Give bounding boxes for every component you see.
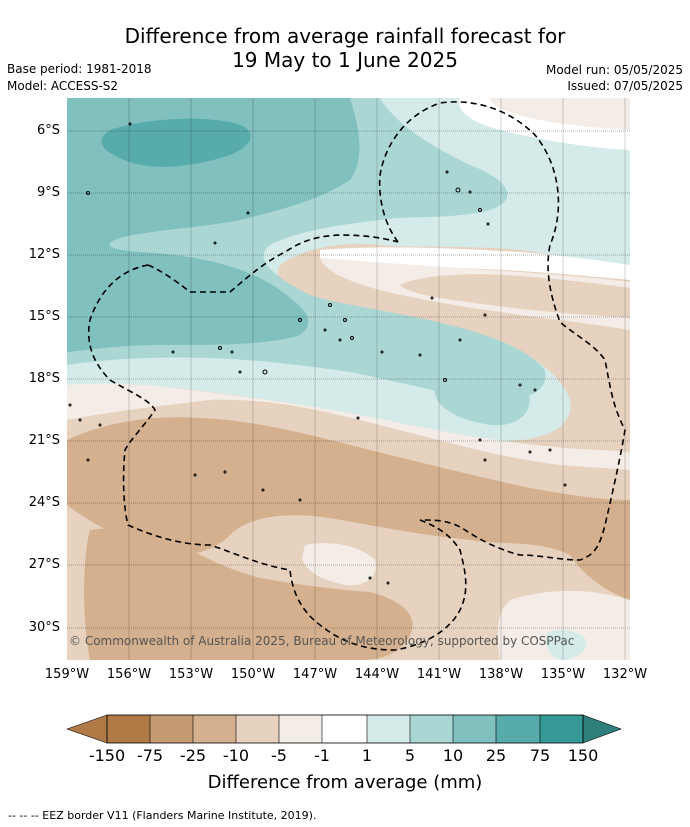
lon-label: 132°W <box>602 667 648 682</box>
lat-label: 15°S <box>28 309 60 324</box>
lat-label: 30°S <box>28 620 60 635</box>
lat-label: 12°S <box>28 247 60 262</box>
colorbar-label: -5 <box>271 746 287 765</box>
base-period: Base period: 1981-2018 <box>7 62 152 76</box>
lat-label: 9°S <box>36 185 60 200</box>
neutral-region <box>320 247 630 280</box>
neutral-region <box>490 98 630 130</box>
negative-anomaly-region <box>84 528 413 660</box>
colorbar-label: 1 <box>361 746 373 765</box>
negative-anomaly-region <box>67 417 630 600</box>
lat-label: 21°S <box>28 433 60 448</box>
colorbar-segment <box>322 715 367 743</box>
colorbar-segment <box>540 715 583 743</box>
colorbar-segment <box>410 715 453 743</box>
positive-anomaly-region <box>545 630 587 660</box>
model-name: Model: ACCESS-S2 <box>7 79 119 93</box>
colorbar-low-arrow <box>66 714 108 744</box>
colorbar <box>66 714 622 744</box>
colorbar-label: 25 <box>485 746 507 765</box>
negative-anomaly-region <box>302 543 376 586</box>
lon-label: 141°W <box>416 667 462 682</box>
colorbar-segment <box>236 715 279 743</box>
colorbar-segment <box>150 715 193 743</box>
eez-border <box>87 264 467 651</box>
colorbar-label: 150 <box>567 746 599 765</box>
eez-footnote: -- -- -- EEZ border V11 (Flanders Marine… <box>8 809 317 822</box>
negative-anomaly-region <box>497 590 630 660</box>
lon-label: 144°W <box>354 667 400 682</box>
colorbar-title: Difference from average (mm) <box>207 772 483 793</box>
lat-label: 18°S <box>28 371 60 386</box>
lat-label: 24°S <box>28 495 60 510</box>
map-title-line2: 19 May to 1 June 2025 <box>232 48 458 72</box>
eez-border <box>378 101 626 561</box>
colorbar-segment <box>107 715 150 743</box>
graticule <box>128 98 626 660</box>
lon-label: 138°W <box>478 667 524 682</box>
colorbar-label: 10 <box>442 746 464 765</box>
lon-label: 153°W <box>168 667 214 682</box>
colorbar-label: -25 <box>179 746 207 765</box>
colorbar-segment <box>453 715 496 743</box>
colorbar-high-arrow <box>582 714 622 744</box>
lon-label: 135°W <box>540 667 586 682</box>
model-run: Model run: 05/05/2025 <box>545 63 683 77</box>
colorbar-label: 5 <box>404 746 416 765</box>
positive-anomaly-region <box>433 369 530 426</box>
lon-label: 150°W <box>230 667 276 682</box>
colorbar-segment <box>367 715 410 743</box>
colorbar-segment <box>279 715 322 743</box>
colorbar-label: -75 <box>136 746 164 765</box>
colorbar-segment <box>496 715 540 743</box>
colorbar-label: -1 <box>314 746 330 765</box>
lon-label: 156°W <box>106 667 152 682</box>
islands <box>68 122 567 585</box>
copyright-notice: © Commonwealth of Australia 2025, Bureau… <box>69 634 575 648</box>
lon-label: 159°W <box>44 667 90 682</box>
map-title-line1: Difference from average rainfall forecas… <box>124 24 566 48</box>
colorbar-label: 75 <box>529 746 551 765</box>
lon-label: 147°W <box>292 667 338 682</box>
eez-border <box>147 234 399 293</box>
lat-label: 6°S <box>36 123 60 138</box>
issued-date: Issued: 07/05/2025 <box>567 79 683 93</box>
colorbar-label: -150 <box>88 746 126 765</box>
colorbar-label: -10 <box>222 746 250 765</box>
lat-label: 27°S <box>28 557 60 572</box>
negative-anomaly-region <box>400 274 630 318</box>
colorbar-segment <box>193 715 236 743</box>
